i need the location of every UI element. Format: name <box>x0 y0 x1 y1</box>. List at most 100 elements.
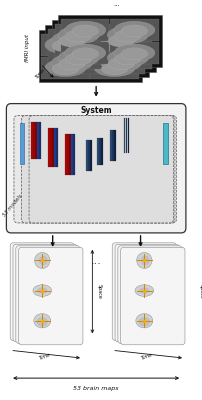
Text: 53 brain maps: 53 brain maps <box>73 386 119 390</box>
Bar <box>41 57 89 79</box>
Ellipse shape <box>121 48 148 60</box>
Bar <box>65 134 67 175</box>
Ellipse shape <box>65 53 92 65</box>
Ellipse shape <box>107 49 148 67</box>
Bar <box>104 47 152 69</box>
Ellipse shape <box>94 59 135 76</box>
Ellipse shape <box>135 285 154 296</box>
Ellipse shape <box>33 285 52 296</box>
Bar <box>90 140 92 171</box>
Bar <box>61 19 109 41</box>
Bar <box>115 130 116 161</box>
Bar <box>86 140 87 171</box>
Ellipse shape <box>38 288 47 293</box>
Ellipse shape <box>101 63 128 75</box>
Bar <box>61 42 109 64</box>
Ellipse shape <box>65 30 92 42</box>
Ellipse shape <box>52 63 79 75</box>
Ellipse shape <box>52 31 93 49</box>
Ellipse shape <box>37 318 47 326</box>
Bar <box>48 52 96 74</box>
Bar <box>20 123 24 164</box>
Ellipse shape <box>65 44 106 62</box>
Bar <box>41 34 89 56</box>
Bar <box>35 122 37 159</box>
Bar <box>124 118 125 153</box>
Ellipse shape <box>39 256 47 265</box>
Text: Time: Time <box>38 352 51 361</box>
Bar <box>97 52 145 74</box>
Bar <box>90 34 139 56</box>
FancyBboxPatch shape <box>19 247 83 345</box>
Ellipse shape <box>59 35 85 47</box>
Bar <box>50 128 52 167</box>
FancyBboxPatch shape <box>10 243 74 340</box>
Bar <box>31 122 33 159</box>
FancyBboxPatch shape <box>118 246 182 343</box>
Ellipse shape <box>34 314 51 328</box>
FancyBboxPatch shape <box>121 247 185 345</box>
Ellipse shape <box>136 314 153 328</box>
Ellipse shape <box>52 54 93 72</box>
FancyBboxPatch shape <box>16 246 80 343</box>
Ellipse shape <box>72 48 99 60</box>
Bar <box>37 122 39 159</box>
Bar <box>99 138 101 165</box>
Ellipse shape <box>101 31 142 49</box>
Bar <box>58 15 162 67</box>
Text: Space: Space <box>96 284 101 299</box>
Ellipse shape <box>115 53 141 65</box>
Bar <box>90 57 139 79</box>
Text: System: System <box>80 106 112 115</box>
Ellipse shape <box>72 25 99 37</box>
Bar <box>101 138 103 165</box>
Bar <box>45 25 149 77</box>
Text: ...: ... <box>114 1 120 7</box>
Ellipse shape <box>45 36 86 54</box>
Bar <box>104 24 152 46</box>
Ellipse shape <box>58 49 99 67</box>
Ellipse shape <box>141 256 149 265</box>
Ellipse shape <box>59 58 85 70</box>
Bar <box>39 30 142 82</box>
Ellipse shape <box>52 40 79 52</box>
Ellipse shape <box>35 252 50 268</box>
Bar <box>163 123 168 164</box>
Ellipse shape <box>107 26 148 44</box>
Bar <box>69 134 71 175</box>
FancyBboxPatch shape <box>112 243 177 340</box>
Ellipse shape <box>65 21 106 39</box>
Bar <box>48 29 96 51</box>
Bar <box>33 122 35 159</box>
Bar <box>110 42 159 64</box>
Text: Time: Time <box>140 352 153 361</box>
Ellipse shape <box>94 36 135 54</box>
Bar <box>110 19 159 41</box>
Ellipse shape <box>108 58 135 70</box>
Bar <box>39 122 41 159</box>
FancyBboxPatch shape <box>29 116 174 223</box>
Bar <box>52 20 156 72</box>
Ellipse shape <box>101 40 128 52</box>
Bar <box>97 138 99 165</box>
Bar <box>55 47 103 69</box>
Bar <box>52 128 54 167</box>
Bar <box>112 130 114 161</box>
Text: Time: Time <box>35 68 46 80</box>
Ellipse shape <box>45 59 86 76</box>
Bar <box>54 128 56 167</box>
Bar <box>71 134 73 175</box>
Ellipse shape <box>114 21 155 39</box>
Ellipse shape <box>121 25 148 37</box>
Bar <box>126 118 127 153</box>
Ellipse shape <box>137 252 152 268</box>
Text: ...: ... <box>91 256 102 266</box>
Ellipse shape <box>101 54 142 72</box>
Ellipse shape <box>115 30 141 42</box>
Bar <box>73 134 75 175</box>
Ellipse shape <box>139 318 149 326</box>
Bar <box>110 130 112 161</box>
Text: fMRI input: fMRI input <box>25 34 30 62</box>
Text: Space: Space <box>198 284 202 299</box>
FancyBboxPatch shape <box>14 116 177 223</box>
